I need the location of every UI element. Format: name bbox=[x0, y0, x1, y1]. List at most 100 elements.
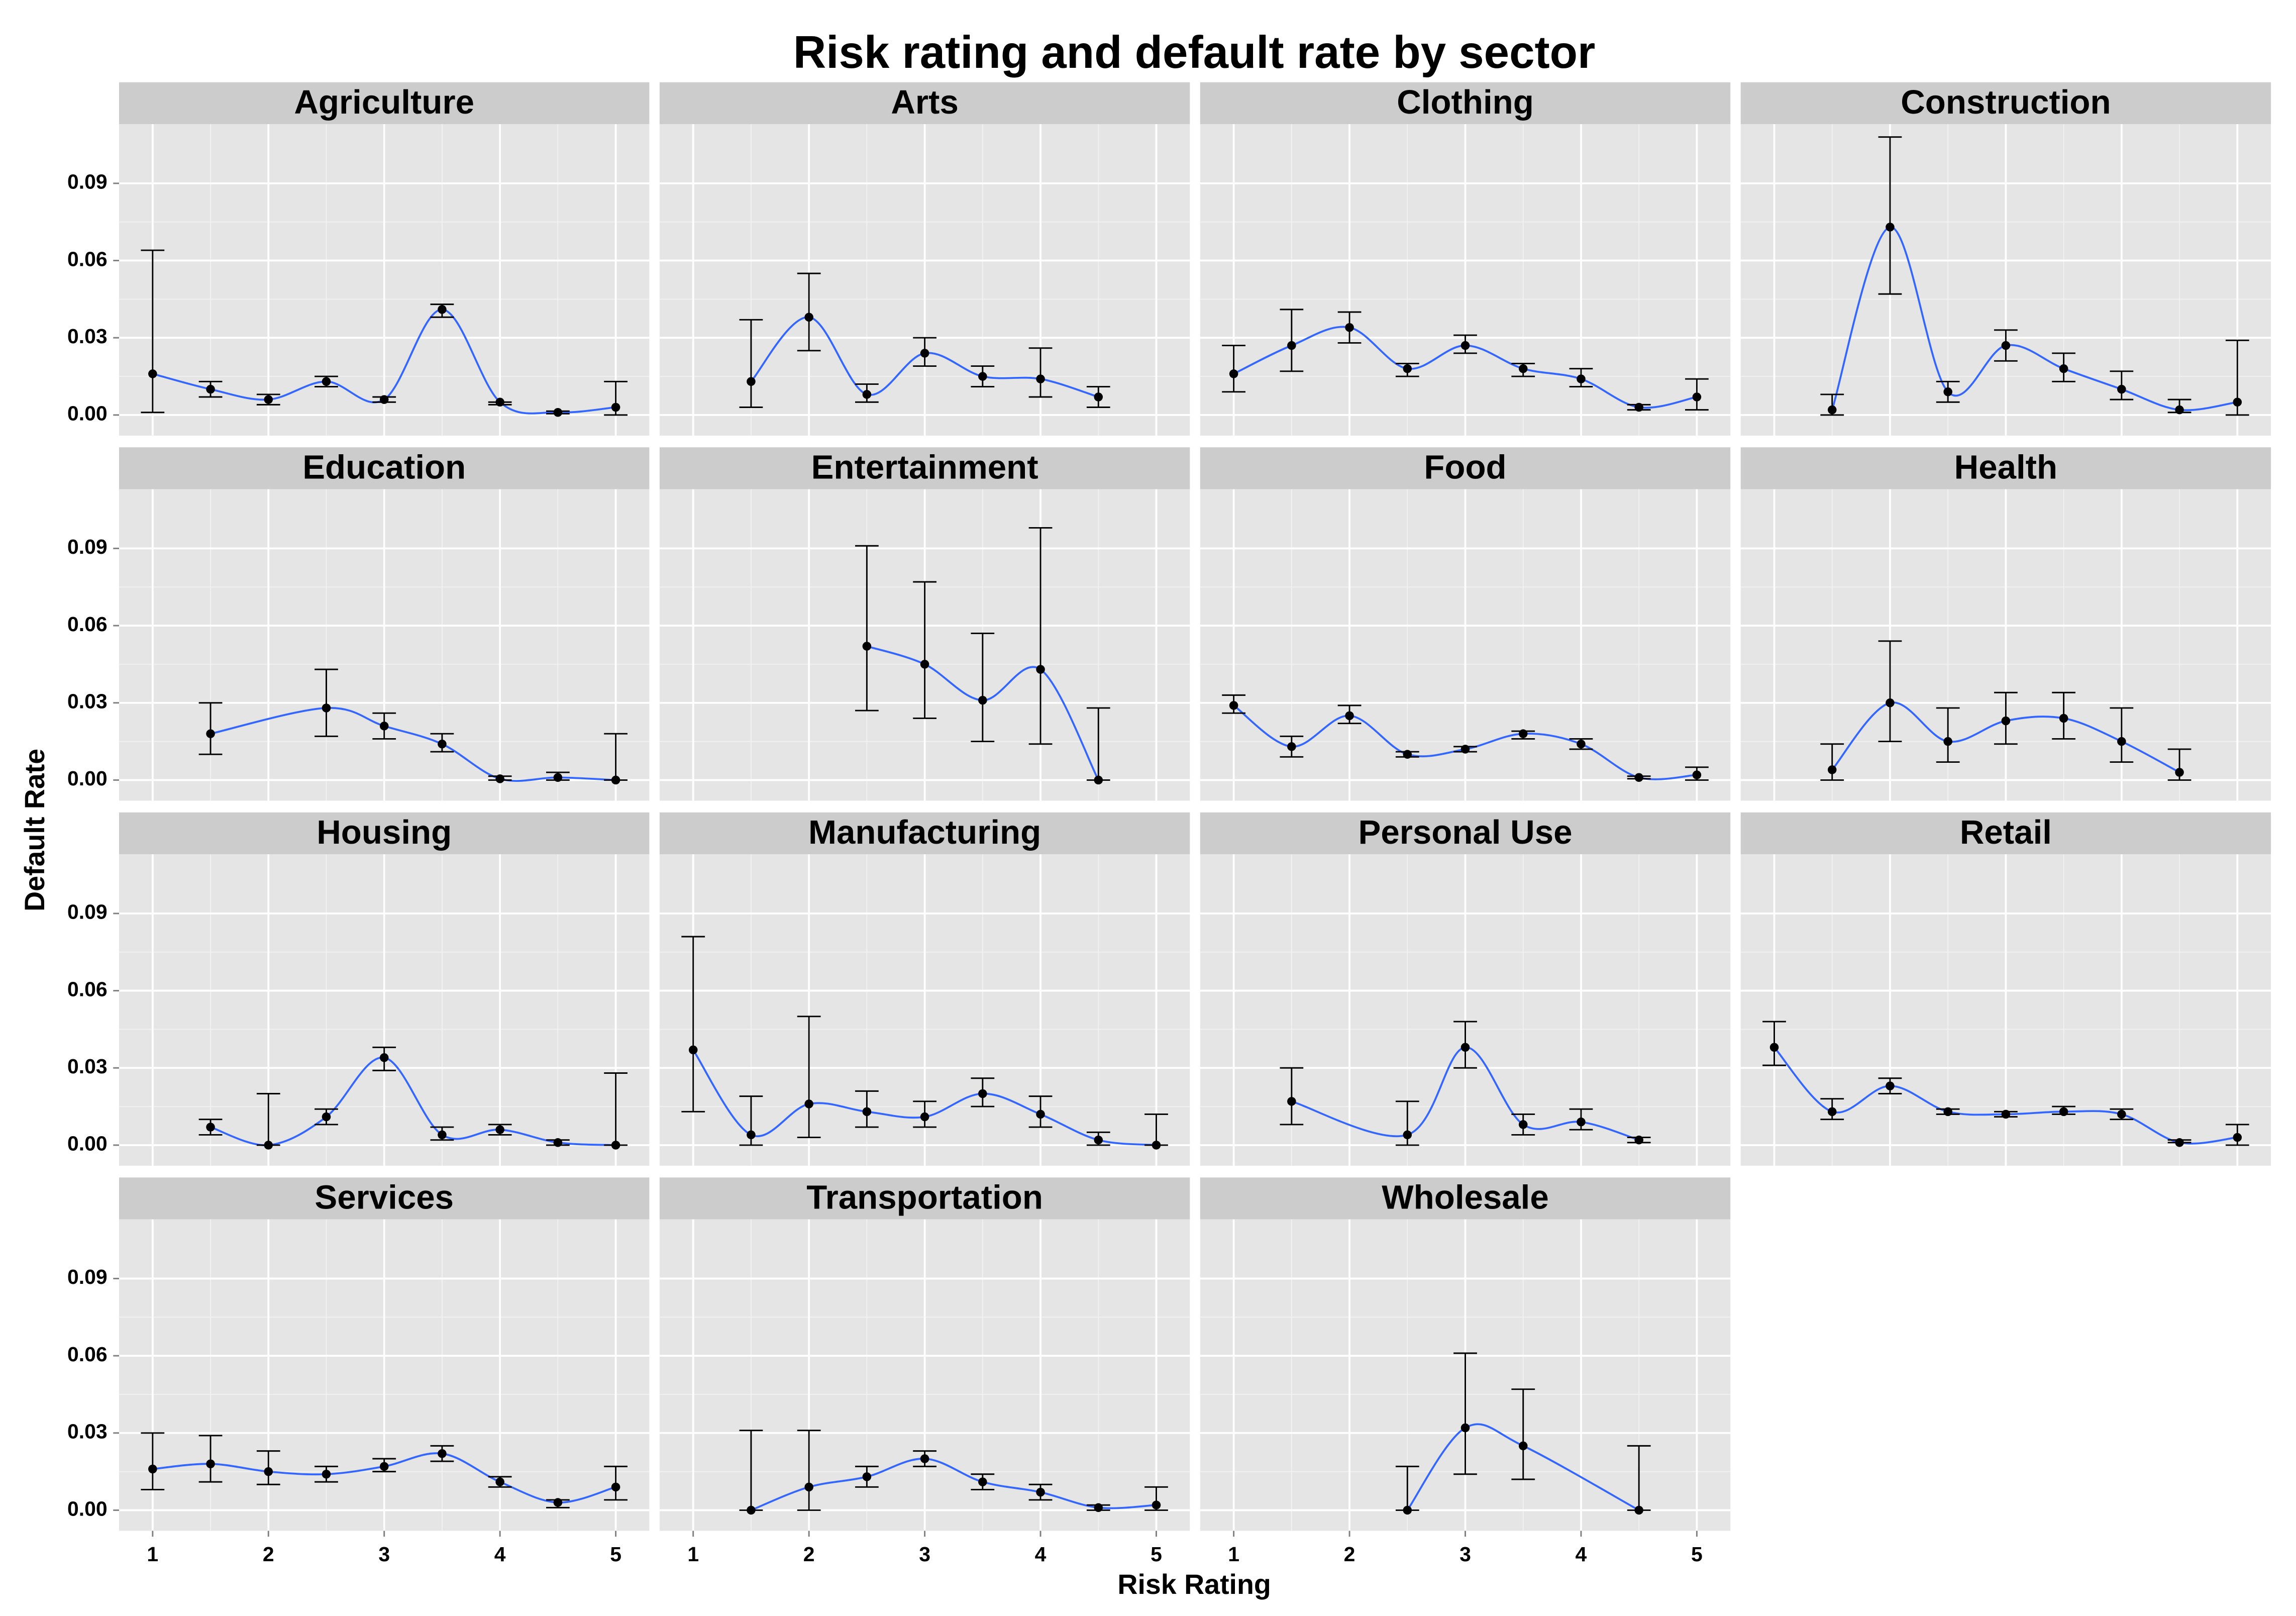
point bbox=[804, 1482, 813, 1492]
point bbox=[1345, 711, 1354, 721]
point bbox=[1692, 770, 1702, 779]
strip bbox=[119, 1177, 650, 1220]
point bbox=[1460, 1043, 1470, 1052]
error-bar bbox=[1878, 640, 1902, 743]
chart-title: Risk rating and default rate by sector bbox=[793, 27, 1595, 78]
point bbox=[1692, 392, 1702, 401]
y-tick-label: 0.03 bbox=[67, 325, 108, 348]
point bbox=[2001, 341, 2011, 350]
x-tick-label: 3 bbox=[1459, 1543, 1471, 1566]
point bbox=[920, 660, 929, 669]
point bbox=[920, 1454, 929, 1463]
trend-line bbox=[1406, 1423, 1640, 1511]
point bbox=[2175, 1138, 2184, 1147]
panel bbox=[1200, 489, 1731, 801]
strip bbox=[659, 1177, 1190, 1220]
y-tick-label: 0.06 bbox=[67, 1343, 108, 1366]
point bbox=[1460, 745, 1470, 754]
point bbox=[1460, 1423, 1470, 1433]
point bbox=[206, 1459, 215, 1469]
point bbox=[1152, 1141, 1161, 1150]
point bbox=[2117, 384, 2126, 394]
point bbox=[611, 1141, 620, 1150]
error-bar bbox=[1878, 136, 1902, 295]
error-bar bbox=[2110, 707, 2134, 763]
error-bar bbox=[797, 272, 821, 352]
point bbox=[1769, 1043, 1779, 1052]
point bbox=[1634, 773, 1643, 782]
trend-line bbox=[152, 1452, 616, 1503]
point bbox=[978, 1477, 987, 1486]
error-bar bbox=[1028, 347, 1053, 398]
error-bar bbox=[141, 1432, 165, 1490]
point bbox=[1518, 1120, 1528, 1129]
point bbox=[1827, 1107, 1837, 1117]
y-tick-label: 0.00 bbox=[67, 402, 108, 425]
point bbox=[264, 395, 273, 404]
point bbox=[322, 1469, 331, 1479]
point bbox=[322, 377, 331, 386]
error-bar bbox=[315, 668, 338, 737]
strip bbox=[659, 447, 1190, 489]
panel-title: Retail bbox=[1960, 814, 2052, 851]
error-bar bbox=[1511, 1388, 1535, 1480]
strip bbox=[1740, 82, 2271, 125]
error-bar bbox=[1222, 345, 1246, 393]
point bbox=[1094, 1503, 1103, 1512]
panel bbox=[659, 489, 1190, 801]
point bbox=[264, 1141, 273, 1150]
error-bar bbox=[797, 1430, 821, 1511]
trend-line bbox=[210, 1056, 616, 1146]
point bbox=[322, 703, 331, 713]
point bbox=[2175, 405, 2184, 415]
y-tick-label: 0.09 bbox=[67, 900, 108, 924]
error-bar bbox=[797, 1016, 821, 1139]
point bbox=[1577, 374, 1586, 383]
strip bbox=[1200, 82, 1731, 125]
x-tick-label: 3 bbox=[378, 1543, 390, 1566]
error-bar bbox=[855, 545, 879, 712]
y-axis-label: Default Rate bbox=[19, 749, 50, 912]
y-tick-label: 0.09 bbox=[67, 170, 108, 193]
strip bbox=[1200, 447, 1731, 489]
y-tick-label: 0.09 bbox=[67, 1265, 108, 1288]
point bbox=[379, 1462, 389, 1471]
error-bar bbox=[739, 319, 763, 408]
point bbox=[1577, 739, 1586, 749]
x-tick-label: 1 bbox=[147, 1543, 158, 1566]
panel bbox=[1200, 854, 1731, 1166]
panel bbox=[119, 854, 650, 1166]
point bbox=[1827, 765, 1837, 774]
x-tick-label: 2 bbox=[803, 1543, 815, 1566]
point bbox=[1152, 1500, 1161, 1509]
y-tick-label: 0.06 bbox=[67, 613, 108, 636]
point bbox=[553, 773, 563, 782]
point bbox=[2233, 397, 2242, 407]
point bbox=[1577, 1118, 1586, 1127]
panel bbox=[119, 124, 650, 436]
point bbox=[1094, 1135, 1103, 1145]
panel-title: Manufacturing bbox=[808, 814, 1041, 851]
y-tick-label: 0.00 bbox=[67, 1132, 108, 1155]
point bbox=[611, 775, 620, 785]
strip bbox=[659, 812, 1190, 855]
x-tick-label: 4 bbox=[1576, 1543, 1587, 1566]
error-bar bbox=[141, 249, 165, 414]
point bbox=[2175, 768, 2184, 777]
error-bar bbox=[1936, 707, 1960, 763]
point bbox=[920, 349, 929, 358]
point bbox=[379, 722, 389, 731]
point bbox=[1287, 341, 1296, 350]
point bbox=[1036, 1487, 1045, 1497]
panel bbox=[1200, 1219, 1731, 1531]
x-tick-label: 3 bbox=[919, 1543, 930, 1566]
point bbox=[1094, 775, 1103, 785]
y-tick-label: 0.03 bbox=[67, 690, 108, 713]
panel-title: Entertainment bbox=[811, 449, 1038, 486]
point bbox=[206, 384, 215, 394]
trend-line bbox=[1831, 226, 2238, 412]
strip bbox=[1200, 1177, 1731, 1220]
point bbox=[438, 1130, 447, 1140]
error-bar bbox=[1453, 1352, 1477, 1475]
error-bar bbox=[198, 1435, 223, 1483]
